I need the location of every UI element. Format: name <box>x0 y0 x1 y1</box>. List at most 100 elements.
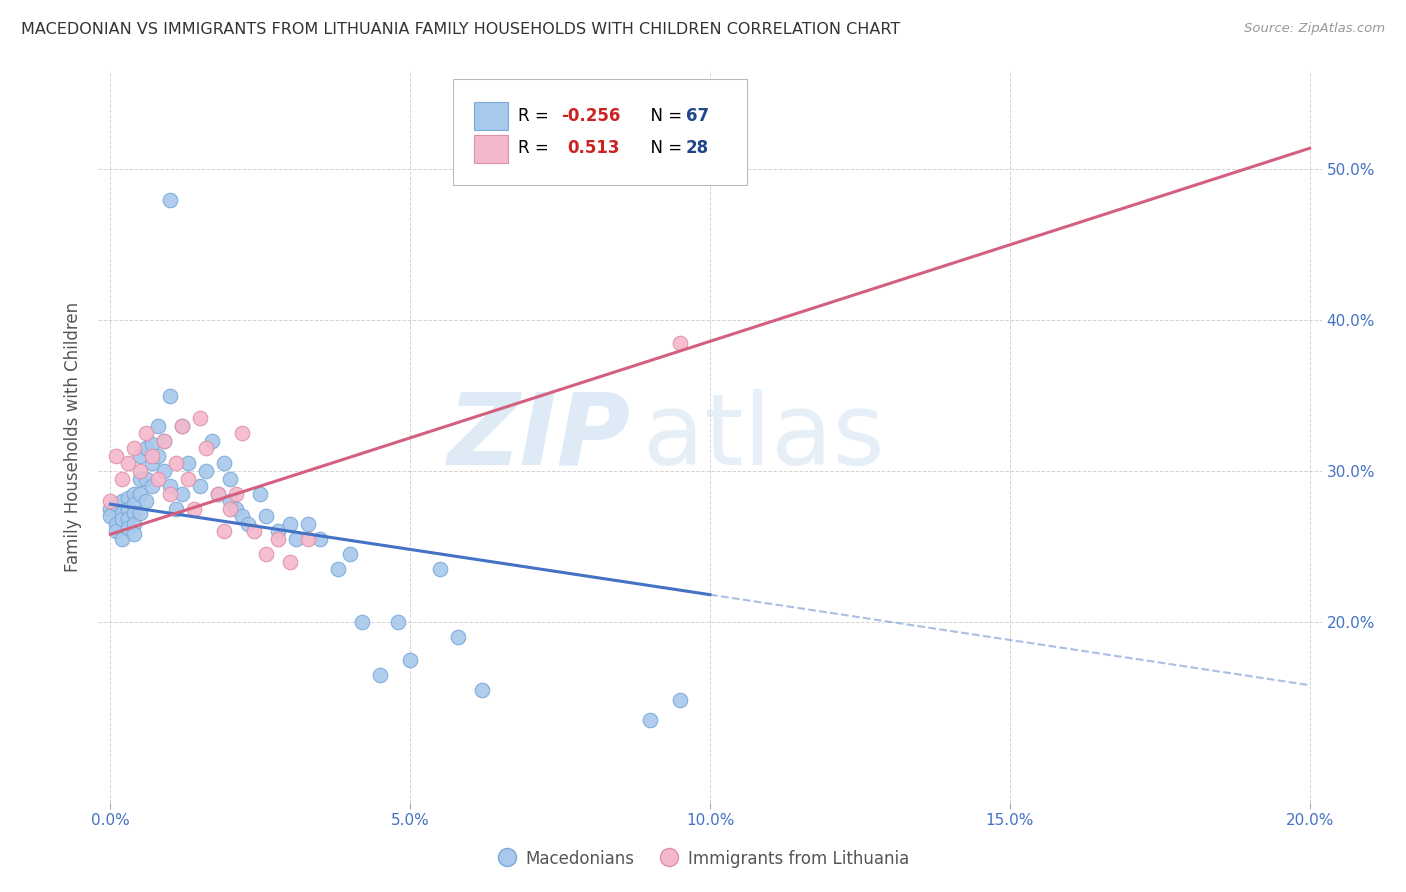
Point <box>254 509 277 524</box>
Point <box>148 449 170 463</box>
Point <box>429 562 451 576</box>
Point <box>117 512 139 526</box>
Text: 67: 67 <box>686 107 709 125</box>
Point <box>254 547 277 561</box>
Point <box>638 713 661 727</box>
Point <box>153 464 176 478</box>
Point <box>219 501 242 516</box>
Point <box>117 521 139 535</box>
Point <box>159 479 181 493</box>
Point <box>339 547 361 561</box>
Point <box>135 442 157 456</box>
Point <box>172 418 194 433</box>
Text: 0.513: 0.513 <box>567 139 620 157</box>
Point <box>243 524 266 539</box>
Point <box>238 516 260 531</box>
Point <box>129 486 152 500</box>
Point <box>124 486 146 500</box>
Point <box>201 434 224 448</box>
Point <box>267 532 290 546</box>
Point <box>100 509 122 524</box>
Point <box>219 494 242 508</box>
Point <box>111 494 134 508</box>
Point <box>141 457 163 471</box>
Point <box>100 494 122 508</box>
Point <box>129 506 152 520</box>
Text: N =: N = <box>640 139 688 157</box>
Point <box>278 554 301 568</box>
Text: atlas: atlas <box>643 389 884 485</box>
Point <box>172 486 194 500</box>
Point <box>117 457 139 471</box>
Point <box>117 501 139 516</box>
Point <box>177 457 200 471</box>
Point <box>214 524 236 539</box>
Point <box>195 442 218 456</box>
Point <box>141 479 163 493</box>
Point <box>153 434 176 448</box>
Text: -0.256: -0.256 <box>561 107 620 125</box>
Point <box>129 449 152 463</box>
Point <box>124 442 146 456</box>
Point <box>183 501 205 516</box>
Text: R =: R = <box>517 139 560 157</box>
Point <box>148 418 170 433</box>
Point <box>471 682 494 697</box>
Point <box>100 501 122 516</box>
Point <box>188 411 211 425</box>
Point <box>368 667 391 681</box>
Point <box>669 693 692 707</box>
Point <box>352 615 374 629</box>
Point <box>195 464 218 478</box>
Point <box>135 494 157 508</box>
Point <box>124 506 146 520</box>
Point <box>159 486 181 500</box>
Point <box>129 471 152 485</box>
Point <box>124 516 146 531</box>
Point <box>105 449 128 463</box>
Point <box>231 426 253 441</box>
Point <box>309 532 332 546</box>
Point <box>117 491 139 505</box>
Point <box>225 486 247 500</box>
Point <box>135 426 157 441</box>
Point <box>124 497 146 511</box>
Point <box>297 516 319 531</box>
Point <box>328 562 350 576</box>
FancyBboxPatch shape <box>474 102 508 130</box>
Point <box>129 464 152 478</box>
Point <box>267 524 290 539</box>
Point <box>141 437 163 451</box>
Point <box>111 506 134 520</box>
Point <box>669 335 692 350</box>
Point <box>231 509 253 524</box>
Point <box>165 501 187 516</box>
Y-axis label: Family Households with Children: Family Households with Children <box>65 302 83 572</box>
Text: ZIP: ZIP <box>447 389 630 485</box>
Point <box>105 497 128 511</box>
Text: R =: R = <box>517 107 554 125</box>
Point <box>225 501 247 516</box>
Point <box>447 630 470 644</box>
Point <box>285 532 308 546</box>
Point <box>207 486 229 500</box>
Point <box>105 516 128 531</box>
Point <box>177 471 200 485</box>
Point <box>399 652 422 666</box>
Text: N =: N = <box>640 107 688 125</box>
FancyBboxPatch shape <box>453 78 747 185</box>
Point <box>111 471 134 485</box>
Point <box>249 486 271 500</box>
Point <box>387 615 409 629</box>
Point <box>219 471 242 485</box>
Point <box>188 479 211 493</box>
Point <box>105 524 128 539</box>
Text: 28: 28 <box>686 139 709 157</box>
Point <box>111 512 134 526</box>
Point <box>207 486 229 500</box>
Point <box>141 449 163 463</box>
Text: MACEDONIAN VS IMMIGRANTS FROM LITHUANIA FAMILY HOUSEHOLDS WITH CHILDREN CORRELAT: MACEDONIAN VS IMMIGRANTS FROM LITHUANIA … <box>21 22 900 37</box>
Point <box>135 471 157 485</box>
Point <box>124 527 146 541</box>
Point <box>172 418 194 433</box>
